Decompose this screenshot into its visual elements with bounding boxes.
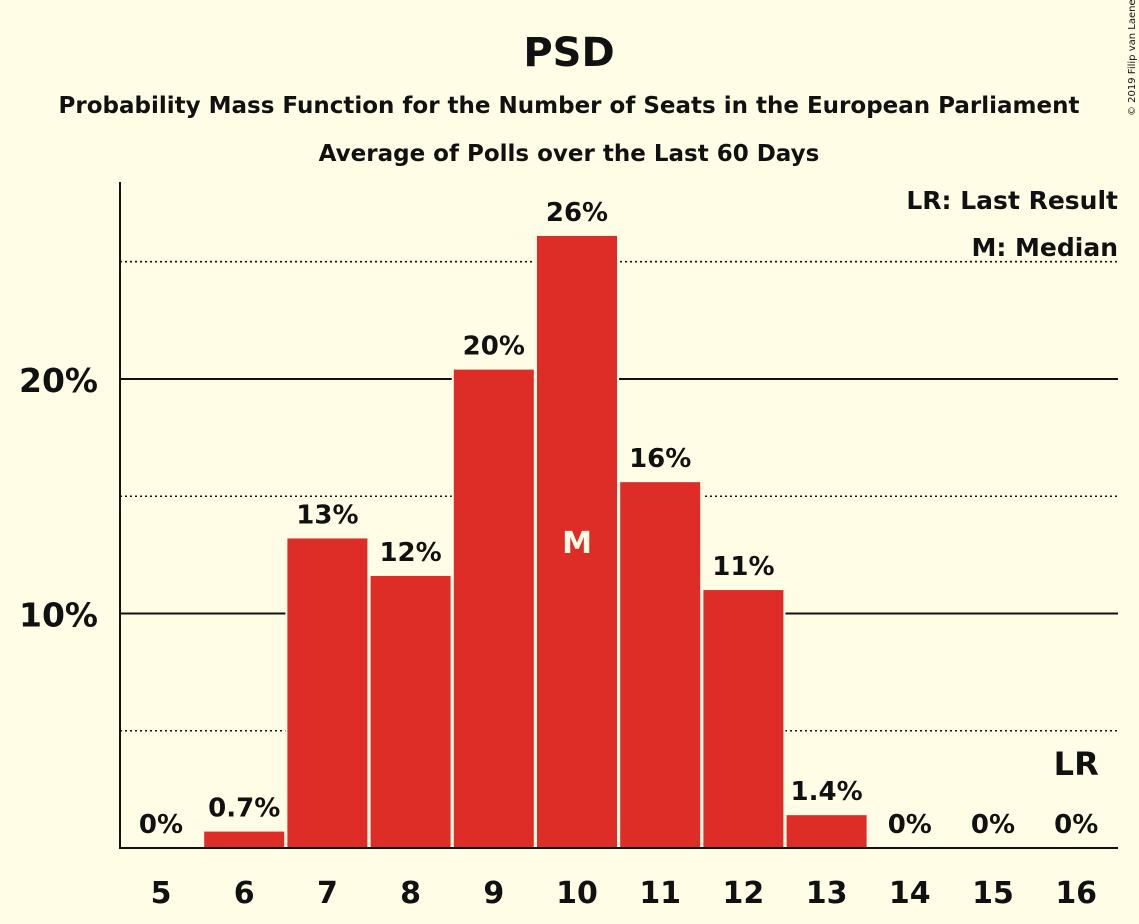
copyright-text: © 2019 Filip van Laenen — [1127, 0, 1138, 116]
x-tick-label: 8 — [400, 876, 421, 911]
y-tick-label: 10% — [19, 595, 98, 634]
axes: 5 6 7 8 9 10 11 12 13 14 15 16 10% 20% — [19, 182, 1118, 911]
x-tick-label: 7 — [317, 876, 338, 911]
chart-title: PSD — [523, 30, 614, 76]
x-tick-label: 12 — [723, 876, 765, 911]
data-label: 20% — [463, 332, 525, 362]
data-label: 0% — [888, 810, 932, 840]
bar — [786, 815, 867, 848]
x-tick-label: 5 — [151, 876, 172, 911]
bar — [204, 831, 285, 848]
chart-subtitle-2: Average of Polls over the Last 60 Days — [319, 141, 820, 167]
x-tick-label: 6 — [234, 876, 255, 911]
y-tick-label: 20% — [19, 361, 98, 400]
bar — [620, 482, 701, 848]
x-tick-label: 10 — [556, 876, 598, 911]
median-marker: M — [562, 526, 592, 561]
x-tick-label: 14 — [889, 876, 931, 911]
data-label: 0.7% — [208, 794, 280, 824]
data-label: 0% — [139, 810, 183, 840]
data-label: 12% — [379, 538, 441, 568]
data-label: 0% — [971, 810, 1015, 840]
bar — [287, 538, 368, 848]
data-label: 13% — [296, 500, 358, 530]
bar — [370, 575, 451, 848]
x-tick-label: 15 — [972, 876, 1014, 911]
x-tick-label: 11 — [639, 876, 681, 911]
bar — [703, 590, 784, 848]
legend: LR: Last Result M: Median — [906, 186, 1118, 262]
x-tick-label: 9 — [483, 876, 504, 911]
last-result-marker: LR — [1054, 745, 1099, 783]
x-tick-label: 13 — [806, 876, 848, 911]
x-tick-label: 16 — [1055, 876, 1097, 911]
legend-entry: M: Median — [971, 233, 1118, 262]
data-label: 11% — [712, 552, 774, 582]
data-label: 16% — [629, 444, 691, 474]
data-label: 26% — [546, 198, 608, 228]
data-label: 1.4% — [791, 777, 863, 807]
chart-subtitle: Probability Mass Function for the Number… — [59, 93, 1080, 119]
data-labels: 0% 0.7% 13% 12% 20% 26% 16% 11% 1.4% 0% 0% 0% M LR — [139, 198, 1099, 840]
bars — [202, 233, 869, 848]
bar — [537, 235, 617, 848]
data-label: 0% — [1054, 810, 1098, 840]
legend-entry: LR: Last Result — [906, 186, 1118, 215]
bar — [453, 369, 534, 848]
